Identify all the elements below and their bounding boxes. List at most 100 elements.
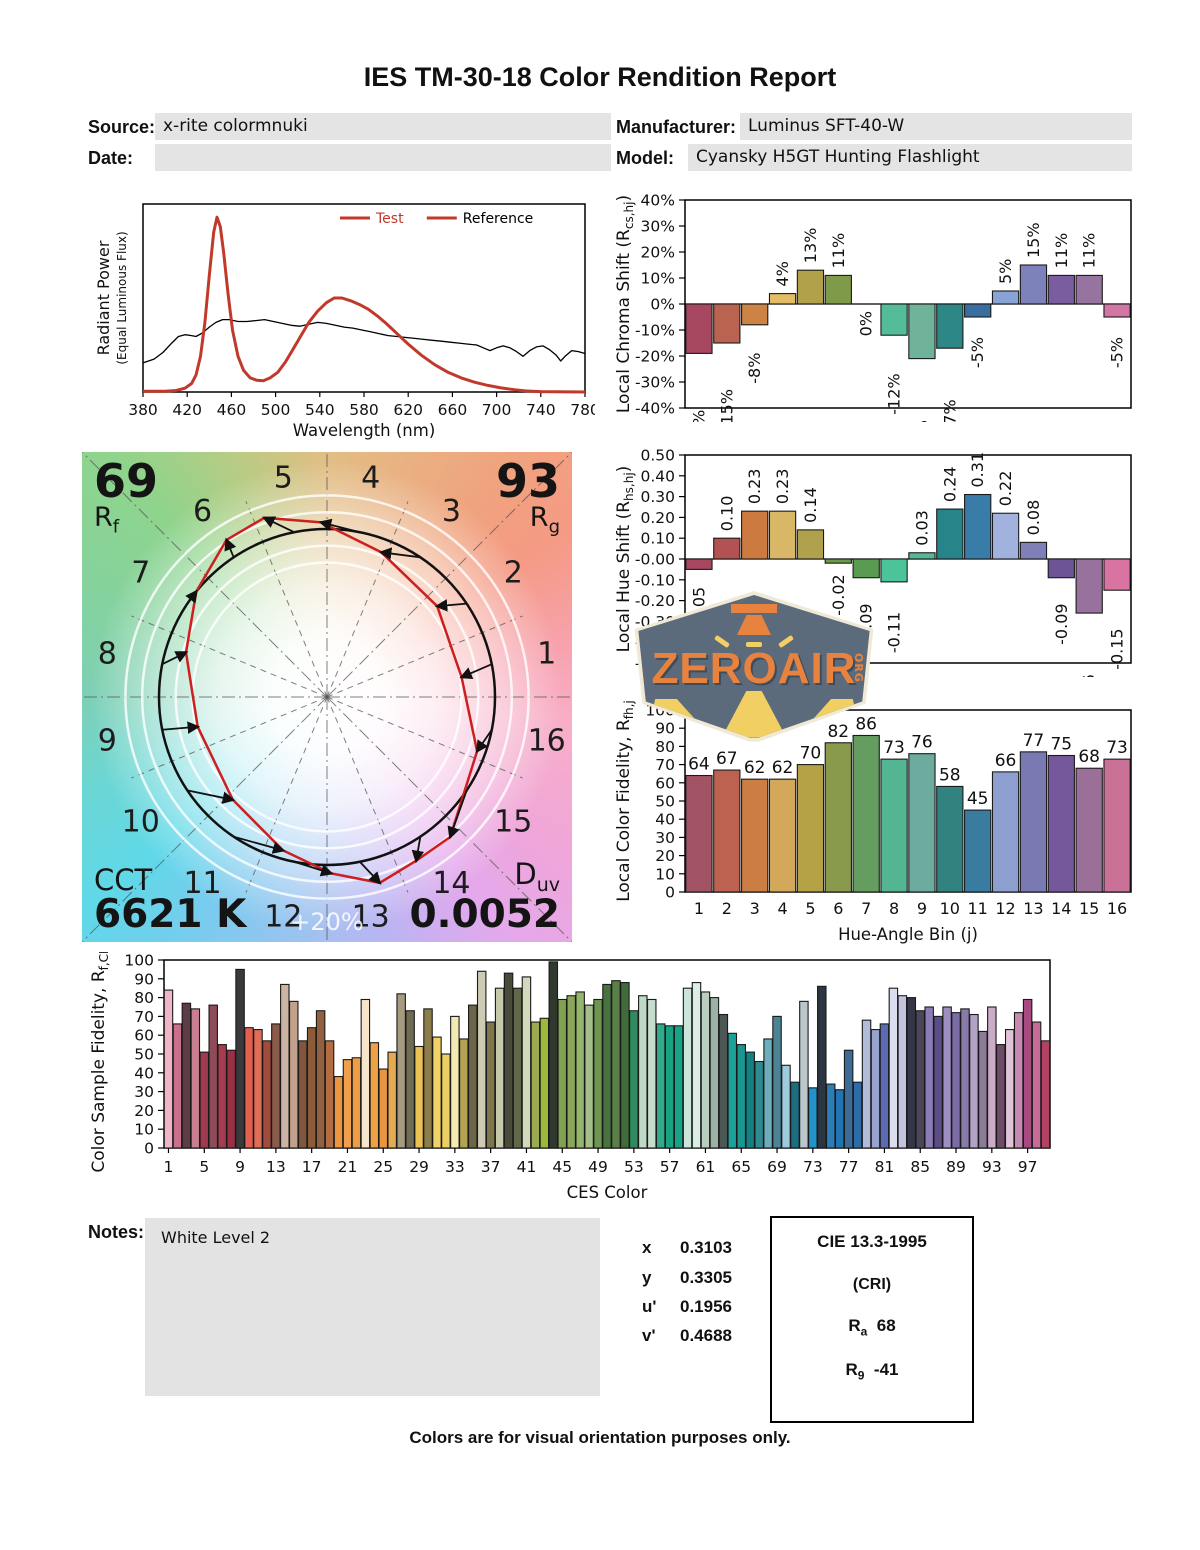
svg-text:1: 1 (164, 1158, 174, 1176)
chromaticity-y-value: 0.3305 (680, 1268, 732, 1287)
svg-text:61: 61 (696, 1158, 716, 1176)
ra-row: Ra 68 (848, 1316, 896, 1339)
svg-text:-0.00: -0.00 (635, 551, 675, 569)
svg-text:Reference: Reference (463, 211, 534, 227)
svg-text:4: 4 (777, 899, 787, 918)
svg-text:40: 40 (655, 811, 675, 829)
svg-text:50: 50 (655, 793, 675, 811)
svg-text:-17%: -17% (940, 399, 959, 422)
svg-text:11: 11 (183, 866, 221, 901)
svg-text:5%: 5% (996, 259, 1015, 284)
svg-text:15: 15 (1079, 899, 1099, 918)
svg-text:8: 8 (98, 636, 117, 671)
svg-text:80: 80 (134, 989, 154, 1007)
svg-text:15: 15 (494, 804, 532, 839)
svg-text:+20%: +20% (290, 908, 363, 936)
svg-text:-19%: -19% (689, 410, 708, 422)
svg-text:CES Color: CES Color (567, 1183, 648, 1202)
svg-text:0.50: 0.50 (640, 447, 675, 465)
svg-text:85: 85 (910, 1158, 930, 1176)
svg-text:-0.20: -0.20 (635, 592, 675, 610)
svg-text:11%: 11% (829, 233, 848, 269)
svg-text:3: 3 (750, 899, 760, 918)
svg-text:62: 62 (744, 758, 766, 778)
svg-text:82: 82 (827, 722, 849, 742)
svg-text:67: 67 (716, 749, 738, 769)
svg-text:1: 1 (537, 636, 556, 671)
svg-text:97: 97 (1018, 1158, 1038, 1176)
notes-text: White Level 2 (161, 1228, 271, 1247)
svg-text:60: 60 (655, 774, 675, 792)
svg-text:0.23: 0.23 (745, 469, 764, 505)
svg-text:16: 16 (528, 724, 566, 759)
svg-text:65: 65 (731, 1158, 751, 1176)
svg-text:500: 500 (261, 401, 291, 419)
svg-text:Color Sample Fidelity, Rf,CESi: Color Sample Fidelity, Rf,CESi (89, 952, 111, 1173)
rg-label: Rg (529, 502, 560, 538)
svg-text:86: 86 (855, 714, 877, 734)
svg-text:-0.02: -0.02 (829, 574, 848, 615)
svg-text:Hue-Angle Bin (j): Hue-Angle Bin (j) (838, 925, 978, 944)
svg-text:64: 64 (688, 755, 710, 775)
beam-icon (797, 699, 859, 737)
svg-text:9: 9 (917, 899, 927, 918)
svg-text:17: 17 (302, 1158, 322, 1176)
local-hue-shift-chart: -0.50-0.40-0.30-0.20-0.10-0.000.100.200.… (613, 445, 1140, 677)
svg-text:81: 81 (875, 1158, 895, 1176)
svg-text:0.23: 0.23 (773, 469, 792, 505)
svg-text:Wavelength (nm): Wavelength (nm) (293, 421, 436, 440)
svg-text:740: 740 (526, 401, 556, 419)
svg-text:Local Hue Shift (Rhs,hj): Local Hue Shift (Rhs,hj) (614, 466, 636, 653)
svg-text:62: 62 (772, 758, 794, 778)
svg-text:6: 6 (833, 899, 843, 918)
svg-text:13: 13 (352, 900, 390, 935)
local-chroma-shift-chart: -40% -30% -20% -10% 0% 10% 20% 30% 40% -19% -15% -8… (613, 190, 1140, 422)
watermark-org-text: ORG (852, 653, 865, 683)
svg-text:-30%: -30% (635, 374, 675, 392)
svg-text:7: 7 (131, 556, 150, 591)
svg-text:69: 69 (767, 1158, 787, 1176)
svg-text:420: 420 (172, 401, 202, 419)
svg-text:5: 5 (274, 460, 293, 495)
svg-text:380: 380 (128, 401, 158, 419)
svg-text:9: 9 (235, 1158, 245, 1176)
cct-label: CCT (94, 863, 153, 897)
svg-text:13%: 13% (801, 228, 820, 264)
svg-text:0%: 0% (857, 311, 876, 336)
svg-text:-10%: -10% (635, 322, 675, 340)
svg-text:0.24: 0.24 (940, 466, 959, 502)
svg-text:-8%: -8% (745, 353, 764, 384)
svg-text:460: 460 (217, 401, 247, 419)
svg-text:2: 2 (504, 556, 523, 591)
cct-block: CCT 6621 K (94, 863, 246, 935)
svg-text:10: 10 (122, 804, 160, 839)
chromaticity-u-label: u' (642, 1297, 657, 1316)
cie-title: CIE 13.3-1995 (817, 1232, 927, 1251)
svg-text:70: 70 (655, 756, 675, 774)
svg-text:10: 10 (134, 1121, 154, 1139)
source-value-box: x-rite colormnuki (155, 113, 611, 140)
svg-text:0.14: 0.14 (801, 487, 820, 523)
chromaticity-y-label: y (642, 1268, 652, 1287)
svg-text:13: 13 (1023, 899, 1043, 918)
svg-text:100: 100 (124, 952, 154, 970)
svg-text:68: 68 (1078, 747, 1100, 767)
svg-text:15%: 15% (1024, 222, 1043, 258)
svg-text:2: 2 (722, 899, 732, 918)
svg-text:0.40: 0.40 (640, 467, 675, 485)
chromaticity-v-label: v' (642, 1326, 656, 1345)
ra-value: 68 (876, 1316, 896, 1335)
svg-text:660: 660 (438, 401, 468, 419)
svg-text:25: 25 (373, 1158, 393, 1176)
svg-text:30: 30 (134, 1083, 154, 1101)
svg-text:21: 21 (338, 1158, 358, 1176)
svg-text:-21%: -21% (912, 420, 931, 422)
svg-text:75: 75 (1050, 735, 1072, 755)
chromaticity-v-value: 0.4688 (680, 1326, 732, 1345)
svg-text:20: 20 (134, 1102, 154, 1120)
svg-text:Radiant Power: Radiant Power (95, 240, 113, 355)
watermark-text: ZEROAIR (651, 644, 857, 693)
svg-text:37: 37 (481, 1158, 501, 1176)
chromaticity-x-value: 0.3103 (680, 1238, 732, 1257)
